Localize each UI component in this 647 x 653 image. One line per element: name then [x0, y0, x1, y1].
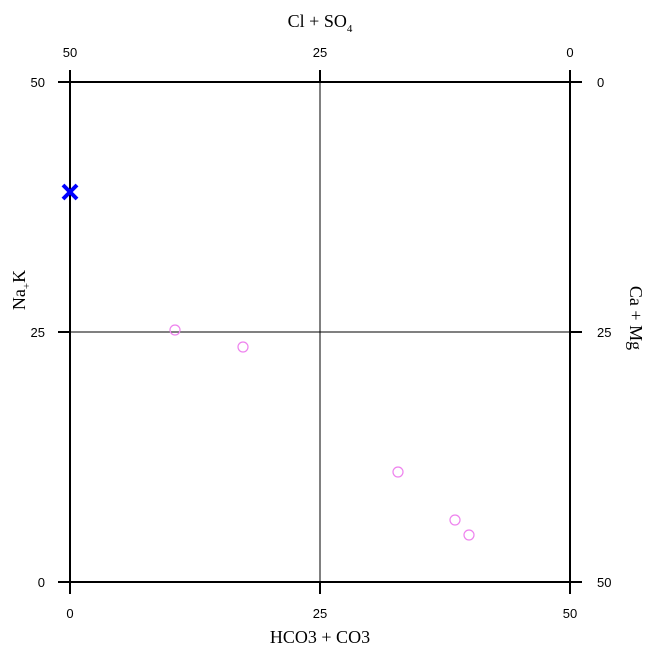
- circle-marker-point: [238, 342, 248, 352]
- circle-marker-point: [450, 515, 460, 525]
- top-tick-label: 0: [566, 45, 573, 60]
- left-tick-label: 50: [31, 75, 45, 90]
- right-axis-title: Ca + Mg: [626, 286, 646, 350]
- left-tick-label: 25: [31, 325, 45, 340]
- circle-marker-point: [170, 325, 180, 335]
- bottom-tick-label: 25: [313, 606, 327, 621]
- bottom-tick-label: 0: [66, 606, 73, 621]
- circle-marker-point: [464, 530, 474, 540]
- right-tick-label: 0: [597, 75, 604, 90]
- left-axis-title: Na+K: [9, 270, 33, 310]
- right-tick-label: 50: [597, 575, 611, 590]
- bottom-tick-label: 50: [563, 606, 577, 621]
- right-tick-label: 25: [597, 325, 611, 340]
- top-axis-title: Cl + SO4: [288, 11, 353, 35]
- grid-lines: [70, 82, 570, 582]
- circle-marker-point: [393, 467, 403, 477]
- top-tick-label: 25: [313, 45, 327, 60]
- tick-labels: 0 50 25 25 50 0 0 0 25 25 50 50: [31, 45, 612, 621]
- left-tick-label: 0: [38, 575, 45, 590]
- top-tick-label: 50: [63, 45, 77, 60]
- data-points: [63, 185, 474, 540]
- bottom-axis-title: HCO3 + CO3: [270, 627, 370, 647]
